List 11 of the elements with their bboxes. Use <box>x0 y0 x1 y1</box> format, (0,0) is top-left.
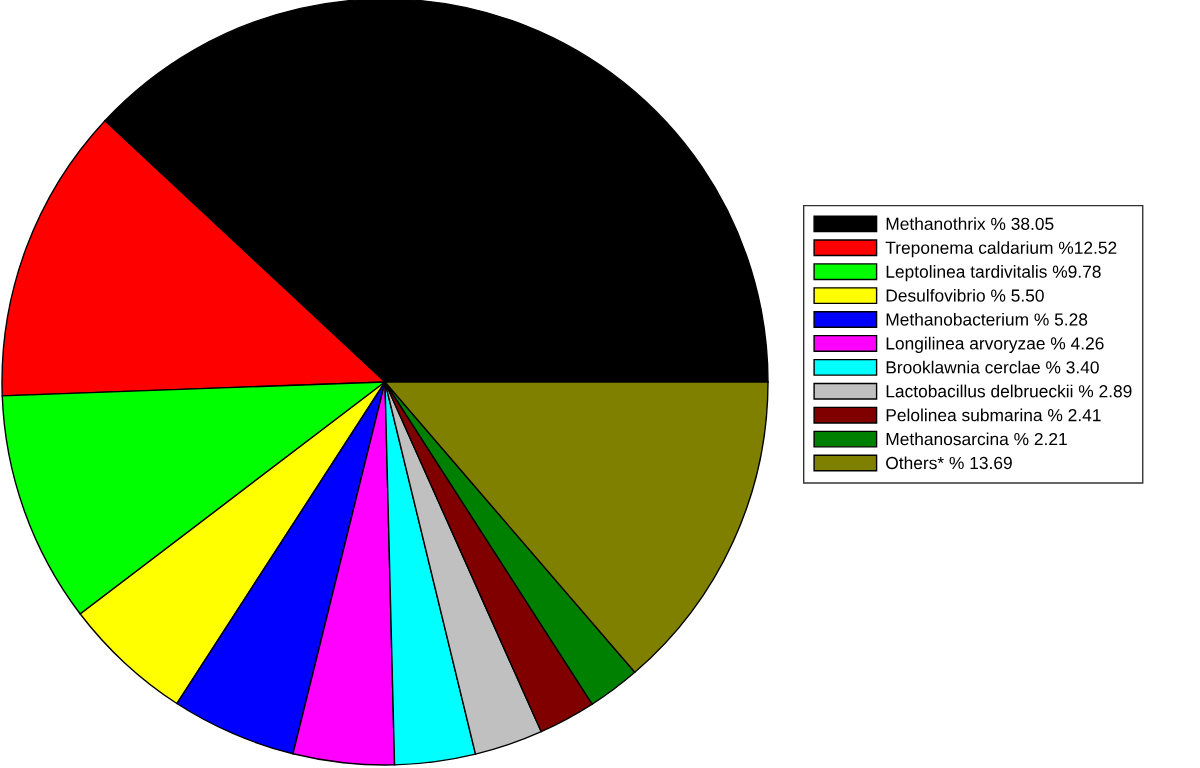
legend-label: Leptolinea tardivitalis %9.78 <box>886 265 1101 282</box>
legend-label: Brooklawnia cerclae % 3.40 <box>886 360 1099 374</box>
legend-label: Pelolinea submarina % 2.41 <box>886 408 1101 422</box>
legend-label: Longilinea arvoryzae % 4.26 <box>886 336 1104 353</box>
legend-label: Methanobacterium % 5.28 <box>886 312 1088 326</box>
legend-label: Desulfovibrio % 5.50 <box>886 288 1044 302</box>
legend-label: Treponema caldarium %12.52 <box>885 241 1117 258</box>
legend-label: Lactobacillus delbrueckii % 2.89 <box>886 384 1132 398</box>
legend-label: Methanosarcina % 2.21 <box>886 432 1067 446</box>
legend-label: Methanothrix % 38.05 <box>886 217 1054 230</box>
legend-label: Others* % 13.69 <box>886 456 1012 470</box>
